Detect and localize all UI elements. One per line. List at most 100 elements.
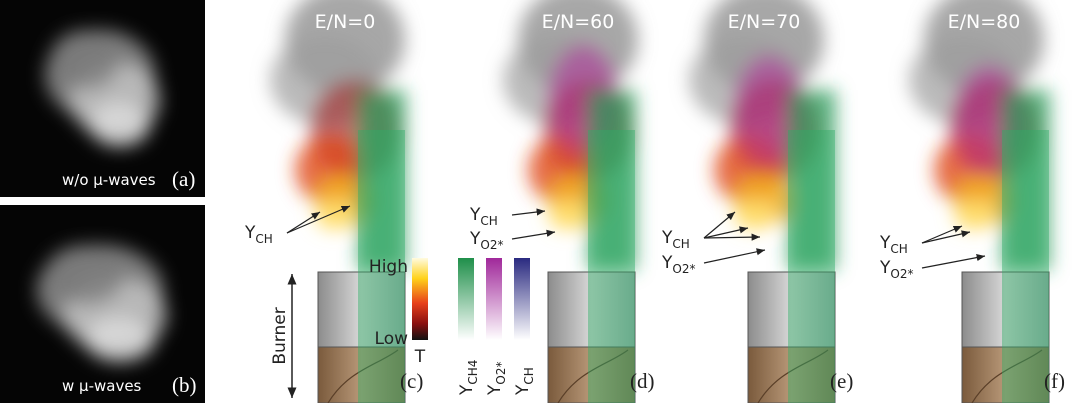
smoke <box>954 200 994 230</box>
simulation-panel: E/N=0 (c) YCH <box>244 0 423 403</box>
wood-grain <box>757 349 829 403</box>
symbol: Y <box>879 233 891 253</box>
species-label: YCH4 <box>457 360 480 396</box>
ch4-region <box>1002 90 1050 270</box>
smoke-plume <box>689 0 836 270</box>
smoke-plume <box>270 0 406 270</box>
burner-base <box>961 346 1050 403</box>
burner-body <box>547 271 636 348</box>
burner-label: Burner <box>270 307 290 364</box>
ch4-region <box>588 90 636 270</box>
symbol: Y <box>661 253 673 273</box>
subscript: CH <box>672 237 689 251</box>
subscript: O2* <box>494 362 508 385</box>
smoke-plume <box>909 0 1050 270</box>
burner-body <box>961 271 1050 348</box>
annotation-arrow <box>921 230 971 244</box>
legend-low: Low <box>375 329 409 349</box>
panel-label: (f) <box>1044 369 1065 393</box>
panel-label: (c) <box>400 369 423 393</box>
annotation: YO2* <box>661 253 695 276</box>
symbol: Y <box>485 384 505 396</box>
photos: w/o μ-waves (a) w μ-waves (b) <box>0 0 205 403</box>
symbol: Y <box>244 223 256 243</box>
legend-t: T <box>414 347 426 367</box>
legend-high: High <box>369 257 408 277</box>
subscript: CH <box>480 214 497 228</box>
subscript: O2* <box>480 238 503 252</box>
temperature-bar <box>412 258 428 340</box>
simulations: E/N=0(c)YCHE/N=60(d)YCHYO2*E/N=70(e)YCHY… <box>244 0 1065 403</box>
smoke-plume <box>503 0 638 270</box>
annotation: YCH <box>244 223 273 246</box>
annotation-arrow <box>511 208 546 216</box>
ch4-jet <box>1002 130 1049 403</box>
subscript: O2* <box>672 262 695 276</box>
o2-bar <box>486 258 502 340</box>
ch4-region <box>788 90 836 270</box>
species-label: YO2* <box>485 362 508 396</box>
panel-title: E/N=0 <box>315 11 376 33</box>
photo-label: (b) <box>172 373 197 397</box>
annotation: YO2* <box>879 258 913 281</box>
ch4-jet <box>358 130 405 403</box>
smoke <box>85 318 155 362</box>
ch4-bar <box>458 258 474 340</box>
subscript: CH <box>522 367 536 384</box>
annotation-arrow <box>921 254 986 269</box>
photo-flame <box>45 30 160 147</box>
panel-label: (d) <box>630 369 655 393</box>
smoke <box>734 200 774 230</box>
smoke <box>90 103 150 147</box>
annotation: YO2* <box>469 229 503 252</box>
panel-label: (e) <box>830 369 853 393</box>
ch4-jet <box>788 130 835 403</box>
annotation: YCH <box>469 205 498 228</box>
o2-region <box>734 55 804 165</box>
ch4-jet <box>588 130 635 403</box>
symbol: Y <box>457 384 477 396</box>
wood-grain <box>327 349 399 403</box>
wood-grain <box>557 349 629 403</box>
symbol: Y <box>879 258 891 278</box>
annotation: YCH <box>661 228 690 251</box>
photo-label: (a) <box>172 167 195 191</box>
subscript: CH <box>255 232 272 246</box>
panel-title: E/N=80 <box>948 11 1021 33</box>
burner-indicator: Burner <box>270 274 297 398</box>
subscript: O2* <box>890 267 913 281</box>
symbol: Y <box>661 228 673 248</box>
subscript: CH <box>890 242 907 256</box>
annotation-arrow <box>703 233 761 241</box>
ch4-region <box>358 90 406 270</box>
annotation-arrow <box>703 226 749 239</box>
annotation-arrow <box>703 248 766 264</box>
annotation-arrow <box>921 225 963 244</box>
annotation-arrow <box>286 211 321 234</box>
panel-title: E/N=70 <box>728 11 801 33</box>
annotation-arrow <box>703 211 736 239</box>
burner-base <box>747 346 836 403</box>
smoke <box>50 30 120 90</box>
smoke <box>315 200 355 230</box>
annotation: YCH <box>879 233 908 256</box>
photo-caption: w μ-waves <box>62 377 142 395</box>
species-label: YCH <box>513 367 536 396</box>
photo-caption: w/o μ-waves <box>62 171 156 189</box>
smoke <box>44 245 126 305</box>
burner-base <box>317 346 406 403</box>
burner-body <box>747 271 836 348</box>
ch-bar <box>514 258 530 340</box>
smoke <box>548 200 588 230</box>
annotation-arrow <box>511 229 556 240</box>
annotation-arrow <box>286 205 351 234</box>
subscript: CH4 <box>466 360 480 385</box>
symbol: Y <box>469 229 481 249</box>
wood-grain <box>971 349 1043 403</box>
symbol: Y <box>513 384 533 396</box>
